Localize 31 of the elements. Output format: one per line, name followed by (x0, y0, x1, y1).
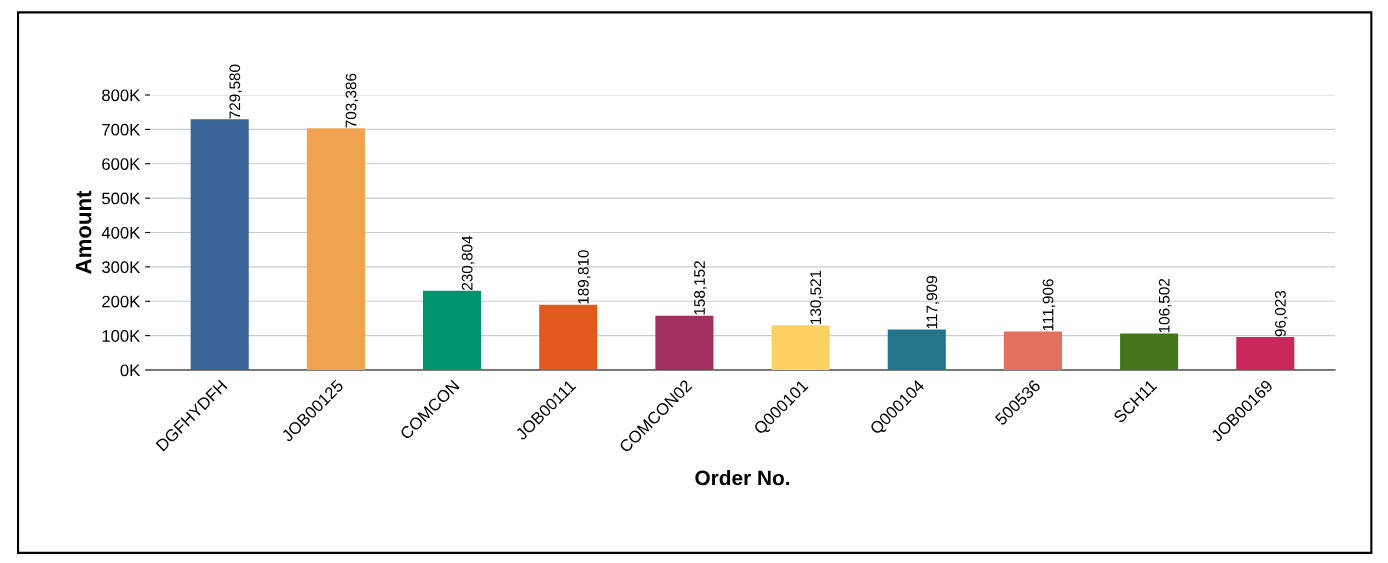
y-tick-label: 100K (102, 330, 141, 342)
y-tick-label: 0K (120, 364, 141, 377)
data-label: 729,580 (229, 64, 243, 119)
y-tick-label: 700K (102, 123, 141, 136)
bar (423, 290, 482, 370)
bar (1120, 333, 1179, 370)
bar (771, 325, 830, 370)
y-tick-label: 800K (102, 89, 141, 102)
bar (306, 128, 365, 370)
bar (1003, 331, 1062, 370)
x-axis-title: Order No. (695, 470, 790, 486)
data-label: 230,804 (461, 235, 475, 290)
y-tick-label: 500K (102, 192, 141, 205)
bar (1236, 336, 1295, 370)
data-label: 130,521 (810, 270, 823, 324)
data-label: 106,502 (1158, 278, 1172, 333)
data-label: 158,152 (694, 261, 707, 315)
y-tick-label: 400K (101, 226, 141, 239)
y-axis-title: Amount (75, 190, 92, 274)
data-label: 703,386 (345, 73, 359, 128)
bar (190, 119, 249, 370)
bar (887, 329, 946, 370)
bar (539, 304, 598, 370)
data-label: 117,909 (926, 276, 940, 329)
data-label: 189,810 (577, 250, 591, 304)
y-tick-label: 300K (101, 261, 141, 274)
data-label: 96,023 (1274, 290, 1288, 337)
y-tick-label: 600K (102, 158, 141, 170)
y-tick-label: 200K (102, 295, 141, 308)
bar (655, 315, 714, 370)
data-label: 111,906 (1042, 279, 1056, 331)
